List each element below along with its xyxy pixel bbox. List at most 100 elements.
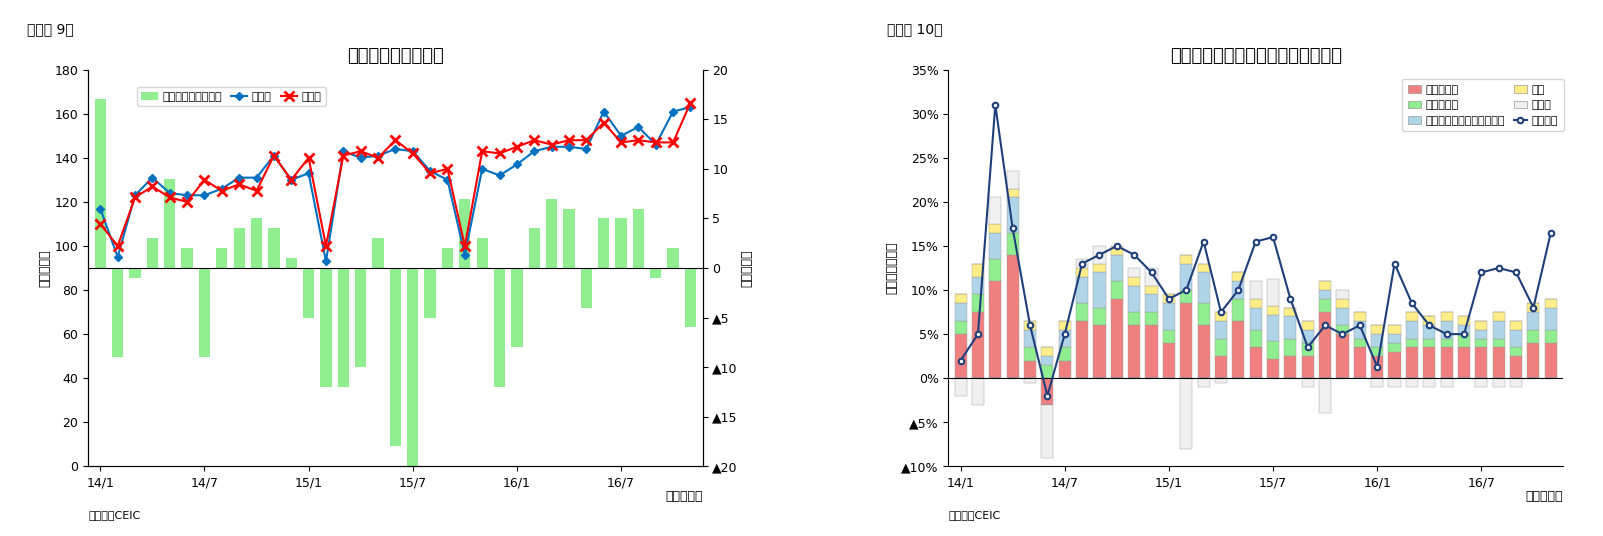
- Bar: [372, 238, 383, 268]
- Bar: [1180, 378, 1193, 449]
- Bar: [1355, 312, 1366, 321]
- Bar: [234, 228, 245, 268]
- Bar: [1250, 299, 1262, 308]
- Bar: [954, 321, 967, 334]
- Bar: [1076, 259, 1088, 268]
- Bar: [1355, 339, 1366, 347]
- Bar: [1337, 290, 1348, 299]
- Bar: [1510, 330, 1523, 347]
- Bar: [1371, 325, 1383, 334]
- Bar: [1371, 334, 1383, 347]
- Bar: [199, 268, 210, 357]
- Bar: [563, 209, 574, 268]
- Bar: [216, 248, 228, 268]
- Bar: [1215, 321, 1226, 339]
- Title: ベトナムの貳易収支: ベトナムの貳易収支: [346, 47, 444, 65]
- Bar: [1475, 378, 1488, 387]
- Bar: [1284, 356, 1297, 378]
- Bar: [458, 199, 471, 268]
- Bar: [633, 209, 644, 268]
- Bar: [1180, 303, 1193, 378]
- Bar: [476, 238, 487, 268]
- Bar: [651, 268, 662, 278]
- Bar: [1319, 299, 1330, 312]
- Bar: [1406, 347, 1419, 378]
- Bar: [1337, 299, 1348, 308]
- Bar: [1441, 347, 1452, 378]
- Bar: [1371, 347, 1383, 356]
- Bar: [285, 258, 297, 268]
- Bar: [1355, 347, 1366, 378]
- Bar: [1492, 339, 1505, 347]
- Y-axis label: （億ドル）: （億ドル）: [741, 249, 753, 287]
- Bar: [1528, 330, 1539, 343]
- Bar: [1302, 356, 1314, 378]
- Bar: [1441, 378, 1452, 387]
- Bar: [1058, 361, 1071, 378]
- Bar: [1129, 268, 1140, 277]
- Bar: [95, 100, 106, 268]
- Bar: [1058, 347, 1071, 361]
- Bar: [1233, 272, 1244, 281]
- Bar: [1042, 378, 1053, 405]
- Bar: [1302, 330, 1314, 343]
- Bar: [598, 219, 609, 268]
- Title: ベトナム　輸出の伸び率（品目別）: ベトナム 輸出の伸び率（品目別）: [1170, 47, 1342, 65]
- Bar: [1111, 281, 1122, 299]
- Bar: [1007, 233, 1020, 255]
- Bar: [1146, 286, 1157, 294]
- Bar: [954, 334, 967, 378]
- Bar: [1492, 312, 1505, 321]
- X-axis label: （年／月）: （年／月）: [665, 490, 702, 503]
- Bar: [1129, 325, 1140, 378]
- Bar: [989, 197, 1002, 224]
- Bar: [1129, 286, 1140, 312]
- Bar: [1197, 303, 1210, 325]
- Bar: [1319, 312, 1330, 378]
- Bar: [1510, 321, 1523, 330]
- Bar: [130, 268, 141, 278]
- Bar: [303, 268, 314, 317]
- Bar: [1197, 325, 1210, 378]
- Bar: [1388, 334, 1401, 343]
- Bar: [989, 281, 1002, 378]
- Bar: [684, 268, 696, 327]
- Bar: [1024, 330, 1036, 347]
- Bar: [1024, 321, 1036, 330]
- Bar: [252, 219, 263, 268]
- Bar: [1042, 356, 1053, 365]
- Bar: [1388, 352, 1401, 378]
- Bar: [511, 268, 523, 347]
- Bar: [1406, 378, 1419, 387]
- Bar: [1042, 405, 1053, 458]
- Bar: [181, 248, 192, 268]
- Bar: [954, 303, 967, 321]
- Bar: [1355, 321, 1366, 339]
- Bar: [1093, 308, 1106, 325]
- Bar: [1284, 339, 1297, 356]
- Bar: [1545, 308, 1557, 330]
- Bar: [1423, 325, 1435, 339]
- Bar: [1093, 325, 1106, 378]
- Text: （図表 9）: （図表 9）: [27, 22, 74, 36]
- Bar: [616, 219, 627, 268]
- Bar: [407, 268, 418, 466]
- Bar: [1162, 343, 1175, 378]
- Bar: [1423, 339, 1435, 347]
- Bar: [1337, 325, 1348, 334]
- Bar: [1388, 343, 1401, 352]
- Bar: [1076, 277, 1088, 303]
- Bar: [1423, 347, 1435, 378]
- Bar: [1319, 378, 1330, 413]
- Bar: [1337, 334, 1348, 378]
- Legend: 貳易収支（右目盛）, 輸出額, 輸入額: 貳易収支（右目盛）, 輸出額, 輸入額: [136, 87, 325, 106]
- Bar: [1180, 290, 1193, 303]
- Bar: [1302, 378, 1314, 387]
- Bar: [1146, 268, 1157, 286]
- Bar: [1162, 303, 1175, 330]
- Bar: [1492, 321, 1505, 339]
- Bar: [1510, 378, 1523, 387]
- Bar: [1093, 264, 1106, 272]
- Bar: [1162, 294, 1175, 303]
- Bar: [1197, 378, 1210, 387]
